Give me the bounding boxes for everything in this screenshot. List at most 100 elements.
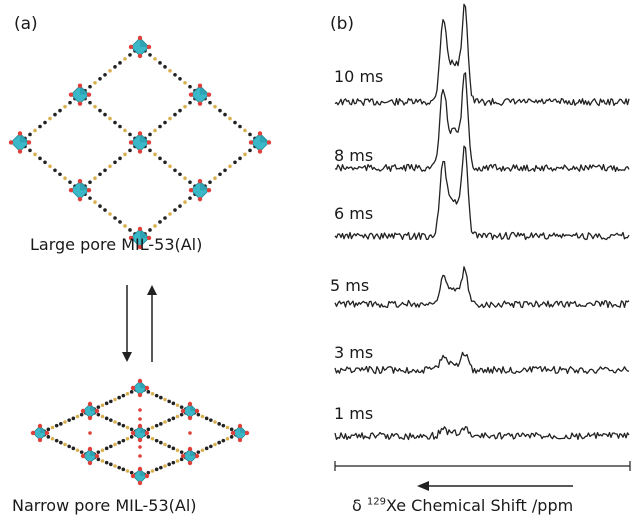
large-pore-octahedron <box>68 83 92 106</box>
large-pore-octahedron <box>8 131 32 154</box>
narrow-pore-linker-atom <box>175 403 180 408</box>
large-pore-linker-atom <box>188 180 192 185</box>
narrow-pore-octahedron <box>180 446 200 466</box>
large-pore-linker-atom <box>108 116 112 121</box>
large-pore-linker-atom <box>63 104 67 109</box>
large-pore-linker-atom <box>208 180 212 185</box>
narrow-pore-linker-atom <box>175 414 180 419</box>
narrow-pore-linker-atom <box>129 435 134 439</box>
large-pore-linker-atom <box>173 112 177 117</box>
narrow-pore-linker-atom <box>209 418 213 422</box>
large-pore-linker-atom <box>248 148 252 153</box>
narrow-pore-linker-atom <box>100 448 105 453</box>
narrow-pore-linker-atom <box>96 412 101 417</box>
narrow-pore-linker-atom <box>163 442 167 447</box>
large-pore-linker-atom <box>108 212 112 216</box>
narrow-pore-linker-atom <box>179 405 184 409</box>
narrow-pore-linker-atom <box>50 436 55 441</box>
large-pore-linker-atom <box>118 156 122 161</box>
large-pore-linker-atom <box>128 132 132 137</box>
large-pore-linker-atom <box>178 76 182 81</box>
narrow-pore-linker-atom <box>171 446 176 451</box>
guest-dot <box>88 431 92 435</box>
narrow-pore-linker-atom <box>229 435 234 439</box>
large-pore-linker-atom <box>173 168 177 173</box>
narrow-pore-linker-atom <box>96 405 101 409</box>
narrow-pore-linker-atom <box>71 416 76 421</box>
narrow-pore-linker-atom <box>113 442 117 447</box>
narrow-pore-linker-atom <box>50 425 55 430</box>
narrow-pore-linker-atom <box>109 444 113 449</box>
narrow-pore-linker-atom <box>146 435 151 439</box>
large-pore-linker-atom <box>158 124 162 129</box>
narrow-pore-octahedron <box>230 423 250 443</box>
large-pore-linker-atom <box>88 84 92 89</box>
large-pore-linker-atom <box>178 172 182 177</box>
large-pore-linker-atom <box>118 124 122 129</box>
trace-label-1ms: 1 ms <box>334 404 374 423</box>
narrow-pore-linker-atom <box>171 416 176 421</box>
large-pore-octahedron <box>188 178 212 202</box>
narrow-pore-octahedron <box>130 378 150 398</box>
trace-label-10ms: 10 ms <box>334 67 384 86</box>
large-pore-linker-atom <box>103 72 107 77</box>
narrow-pore-linker-atom <box>179 457 184 462</box>
large-pore-linker-atom <box>98 172 102 177</box>
narrow-pore-linker-atom <box>96 450 101 454</box>
narrow-pore-linker-atom <box>121 393 126 398</box>
narrow-pore-linker-atom <box>204 416 209 421</box>
large-pore-linker-atom <box>123 224 127 228</box>
large-pore-linker-atom <box>183 104 187 109</box>
transition-arrows <box>122 285 157 362</box>
large-pore-linker-atom <box>38 124 42 129</box>
large-pore-caption: Large pore MIL-53(Al) <box>30 235 203 254</box>
narrow-pore-linker-atom <box>229 427 234 432</box>
large-pore-linker-atom <box>128 53 132 57</box>
large-pore-linker-atom <box>223 112 227 117</box>
spectrum-trace <box>334 426 630 441</box>
down-arrow-head <box>122 352 132 362</box>
large-pore-linker-atom <box>98 76 102 81</box>
narrow-pore-linker-atom <box>67 444 71 449</box>
trace-label-6ms: 6 ms <box>334 204 374 223</box>
narrow-pore-linker-atom <box>46 427 51 432</box>
large-pore-linker-atom <box>38 156 42 161</box>
large-pore-linker-atom <box>238 124 242 129</box>
narrow-pore-linker-atom <box>171 460 176 465</box>
large-pore-octahedron <box>188 83 212 106</box>
large-pore-linker-atom <box>43 160 47 165</box>
narrow-pore-linker-atom <box>79 412 84 417</box>
trace-label-5ms: 5 ms <box>330 276 370 295</box>
narrow-pore-linker-atom <box>109 399 113 404</box>
narrow-pore-linker-atom <box>100 459 105 463</box>
narrow-pore-linker-atom <box>196 412 201 417</box>
large-pore-linker-atom <box>188 84 192 89</box>
narrow-pore-linker-atom <box>200 448 205 453</box>
narrow-pore-linker-atom <box>154 393 159 398</box>
large-pore-linker-atom <box>228 164 232 169</box>
narrow-pore-linker-atom <box>175 448 180 453</box>
large-pore-linker-atom <box>93 176 97 181</box>
large-pore-linker-atom <box>108 164 112 169</box>
narrow-pore-linker-atom <box>54 438 59 443</box>
large-pore-linker-atom <box>233 120 237 125</box>
guest-dot <box>138 454 142 458</box>
narrow-pore-linker-atom <box>146 427 151 432</box>
narrow-pore-linker-atom <box>171 401 176 406</box>
narrow-pore-linker-atom <box>113 420 117 424</box>
large-pore-linker-atom <box>58 108 62 113</box>
narrow-pore-octahedra <box>30 378 250 486</box>
large-pore-linker-atom <box>153 57 157 61</box>
spectrum-trace <box>334 145 630 241</box>
narrow-pore-octahedron <box>80 446 100 466</box>
large-pore-linker-atom <box>63 176 67 181</box>
large-pore-linker-atom <box>243 152 247 157</box>
spectrum-trace <box>334 72 630 173</box>
large-pore-linker-atom <box>103 168 107 173</box>
narrow-pore-linker-atom <box>117 440 121 445</box>
large-pore-linker-atom <box>243 128 247 133</box>
large-pore-linker-atom <box>123 128 127 133</box>
trace-label-3ms: 3 ms <box>334 343 374 362</box>
narrow-pore-linker-atom <box>117 395 121 400</box>
narrow-pore-linker-atom <box>167 418 171 422</box>
